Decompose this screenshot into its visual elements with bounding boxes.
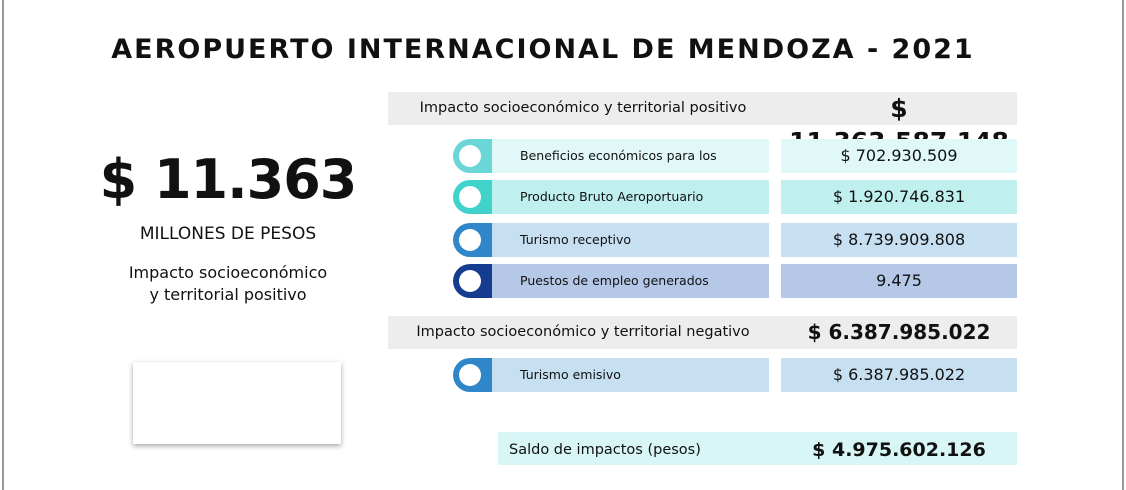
balance-label: Saldo de impactos (pesos) <box>509 442 701 458</box>
balance-value: $ 4.975.602.126 <box>812 439 986 461</box>
description-line: y territorial positivo <box>149 285 307 304</box>
item-icon <box>453 180 487 214</box>
summary-amount: $ 11.363 <box>99 148 358 211</box>
item-icon <box>453 264 487 298</box>
header-total: $ 6.387.985.022 <box>807 320 991 344</box>
positive-header: Impacto socioeconómico y territorial pos… <box>388 92 1017 156</box>
item-icon <box>453 223 487 257</box>
balance-row: Saldo de impactos (pesos) $ 4.975.602.12… <box>498 432 1017 465</box>
frame-edge <box>2 0 4 490</box>
item-label: Beneficios económicos para los pasajeros <box>470 139 769 197</box>
summary-description: Impacto socioeconómico y territorial pos… <box>90 262 366 306</box>
header-label: Impacto socioeconómico y territorial pos… <box>419 100 747 116</box>
item-label: Turismo emisivo <box>470 358 769 392</box>
item-value: $ 6.387.985.022 <box>781 358 1017 392</box>
title: AEROPUERTO INTERNACIONAL DE MENDOZA - 20… <box>111 34 975 65</box>
frame-edge <box>1122 0 1124 490</box>
item-value: 9.475 <box>781 264 1017 298</box>
header-label: Impacto socioeconómico y territorial neg… <box>416 324 750 340</box>
negative-header: Impacto socioeconómico y territorial neg… <box>388 316 1017 349</box>
item-value: $ 702.930.509 <box>781 139 1017 173</box>
item-value: $ 8.739.909.808 <box>781 223 1017 257</box>
item-icon <box>453 358 487 392</box>
item-label: Puestos de empleo generados <box>470 264 769 298</box>
item-icon <box>453 139 487 173</box>
empty-card <box>133 362 341 444</box>
description-line: Impacto socioeconómico <box>128 263 328 282</box>
summary-unit: MILLONES DE PESOS <box>139 224 317 244</box>
item-value: $ 1.920.746.831 <box>781 180 1017 214</box>
item-label: Producto Bruto Aeroportuario <box>470 180 769 214</box>
item-label: Turismo receptivo <box>470 223 769 257</box>
